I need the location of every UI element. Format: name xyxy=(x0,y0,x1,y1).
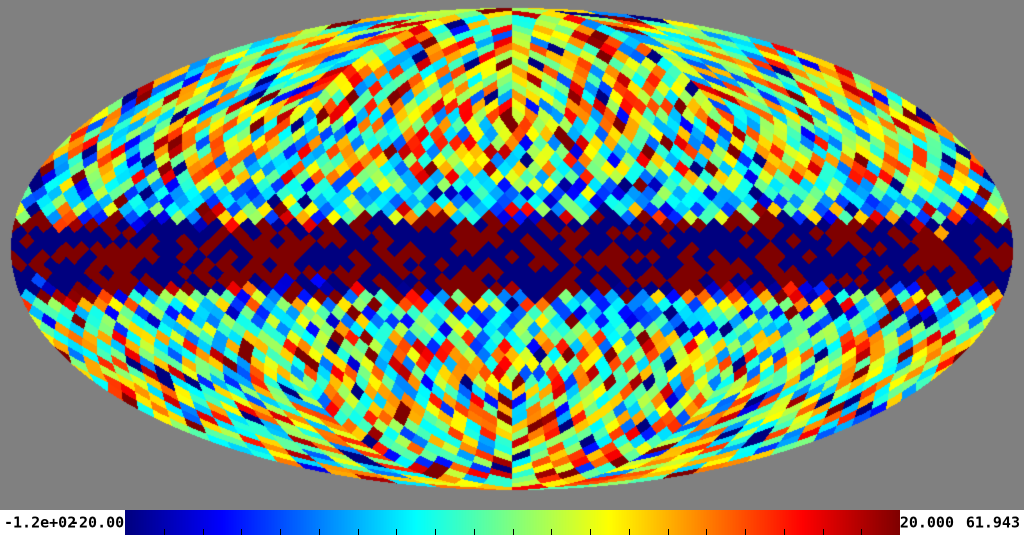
colorbar-gradient xyxy=(125,510,900,535)
colorbar-gradient-canvas xyxy=(125,510,900,535)
colorbar-min-extreme-label: -1.2e+02 xyxy=(4,513,77,531)
allsky-mollweide-map xyxy=(0,0,1024,510)
colorbar-max-label: 20.000 xyxy=(899,513,954,531)
sky-map-panel xyxy=(0,0,1024,510)
colorbar-max-extreme-label: 61.943 xyxy=(965,513,1020,531)
colorbar-min-label: -20.000 xyxy=(70,513,134,531)
